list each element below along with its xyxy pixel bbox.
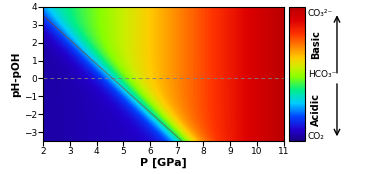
Text: Basic: Basic	[311, 30, 321, 59]
Text: Acidic: Acidic	[311, 93, 321, 126]
X-axis label: P [GPa]: P [GPa]	[140, 158, 187, 168]
Y-axis label: pH-pOH: pH-pOH	[11, 51, 21, 97]
